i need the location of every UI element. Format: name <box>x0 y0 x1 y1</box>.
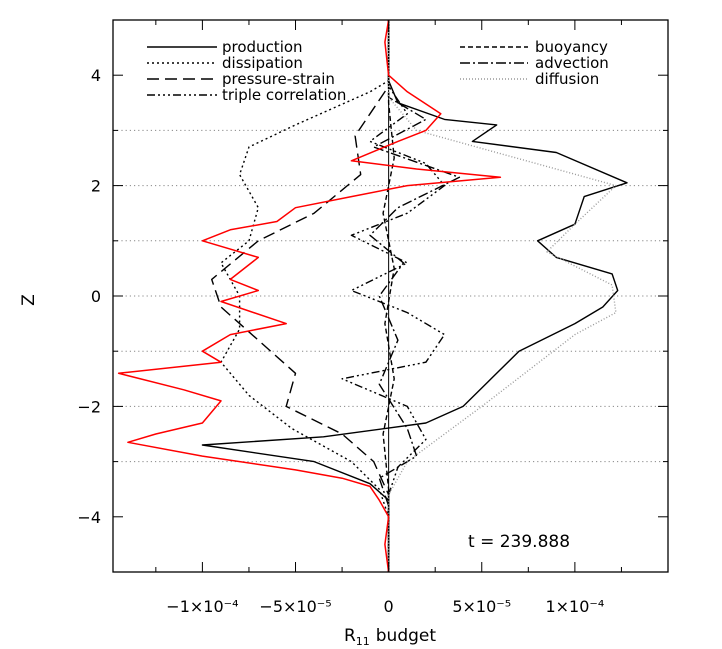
x-axis-label: R11 budget <box>344 626 436 648</box>
series-line-pressure-strain <box>211 20 390 572</box>
series-line-production <box>201 20 628 572</box>
y-tick-label: 0 <box>91 287 101 306</box>
legend-label-buoyancy: buoyancy <box>535 38 608 56</box>
x-tick-label: −5×10⁻⁵ <box>259 597 331 616</box>
axis-ticks <box>113 19 668 573</box>
y-tick-label: 4 <box>91 66 101 85</box>
y-tick-label: −2 <box>77 397 101 416</box>
legend-label-diffusion: diffusion <box>535 70 599 88</box>
legend-label-dissipation: dissipation <box>222 54 303 72</box>
legend-label-advection: advection <box>535 54 609 72</box>
legend-label-pressure-strain: pressure-strain <box>222 70 335 88</box>
x-tick-label: 0 <box>384 597 394 616</box>
x-tick-label: 5×10⁻⁵ <box>452 597 511 616</box>
legend-label-triple-correlation: triple correlation <box>222 86 346 104</box>
series-line-red <box>117 20 502 572</box>
series-line-diffusion <box>387 20 617 572</box>
x-axis-label-subscript: 11 <box>356 635 370 648</box>
time-annotation: t = 239.888 <box>468 532 570 552</box>
reference-lines <box>113 129 668 463</box>
series-line-triple-correlation <box>341 20 446 572</box>
legend: productiondissipationpressure-straintrip… <box>147 38 609 104</box>
y-tick-label: −4 <box>77 508 101 527</box>
series-line-advection <box>369 20 461 572</box>
y-axis-label: Z <box>19 294 39 306</box>
axis-tick-labels: −1×10⁻⁴ −5×10⁻⁵ 0 5×10⁻⁵ 1×10⁻⁴ 4 2 0 −2 −4 <box>77 66 604 616</box>
series-layer <box>117 20 628 572</box>
x-axis-label-main: R <box>344 626 356 646</box>
legend-label-production: production <box>222 38 303 56</box>
x-tick-label: 1×10⁻⁴ <box>545 597 604 616</box>
y-tick-label: 2 <box>91 177 101 196</box>
x-tick-label: −1×10⁻⁴ <box>166 597 238 616</box>
x-axis-label-suffix: budget <box>376 626 437 646</box>
